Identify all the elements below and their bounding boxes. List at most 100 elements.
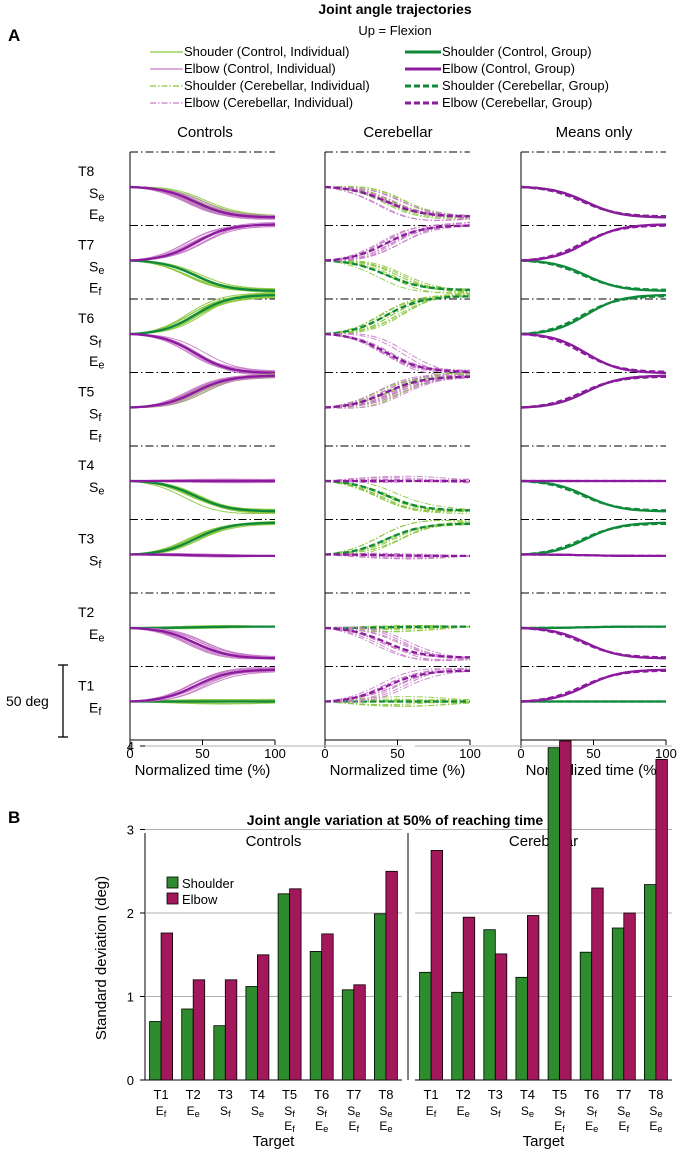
shoulder-bar bbox=[419, 971, 432, 1081]
bar-category-label: T3 bbox=[488, 1087, 503, 1102]
shoulder-cerebellar-mean bbox=[324, 295, 471, 336]
x-tick-label: 0 bbox=[126, 746, 133, 761]
elbow-cerebellar-mean bbox=[520, 669, 666, 703]
shoulder-individual-trace bbox=[129, 376, 276, 408]
elbow-individual-trace bbox=[324, 627, 471, 658]
elbow-control-mean bbox=[129, 626, 275, 660]
shoulder-individual-trace bbox=[129, 480, 275, 510]
bar-category-label: T8 bbox=[648, 1087, 663, 1102]
elbow-individual-trace bbox=[129, 333, 276, 372]
scale-bar: 50 deg bbox=[6, 664, 68, 738]
bar-category-code: Se bbox=[379, 1104, 392, 1119]
bar-category-label: T8 bbox=[378, 1087, 393, 1102]
y-tick-label: 0 bbox=[127, 1073, 134, 1088]
shoulder-individual-trace bbox=[129, 260, 276, 290]
legend-label-shoulder: Shoulder bbox=[182, 876, 235, 891]
row-target-label: T3 bbox=[78, 531, 95, 547]
shoulder-individual-trace bbox=[129, 523, 275, 555]
elbow-individual-trace bbox=[129, 186, 276, 218]
shoulder-individual-trace bbox=[129, 524, 275, 555]
row-joint-code: Ef bbox=[89, 427, 102, 446]
elbow-individual-trace bbox=[129, 333, 276, 374]
shoulder-individual-trace bbox=[129, 480, 276, 512]
elbow-cerebellar-mean bbox=[520, 224, 667, 262]
row-joint-code: Se bbox=[89, 259, 104, 278]
elbow-cerebellar-mean bbox=[520, 375, 666, 409]
x-tick-label: 50 bbox=[390, 746, 404, 761]
shoulder-bar bbox=[644, 884, 657, 1081]
elbow-individual-trace bbox=[324, 374, 471, 408]
x-axis-title: Normalized time (%) bbox=[330, 762, 466, 779]
elbow-individual-trace bbox=[324, 222, 471, 261]
y-tick-label: 1 bbox=[127, 990, 134, 1005]
shoulder-individual-trace bbox=[324, 480, 471, 512]
elbow-bar bbox=[430, 850, 444, 1081]
shoulder-individual-trace bbox=[325, 294, 471, 335]
shoulder-individual-trace bbox=[324, 480, 471, 512]
shoulder-bar bbox=[579, 951, 593, 1081]
shoulder-individual-trace bbox=[324, 186, 471, 218]
elbow-individual-trace bbox=[129, 333, 276, 373]
bar-category-label: T2 bbox=[456, 1087, 471, 1102]
elbow-bar bbox=[321, 933, 334, 1081]
elbow-cerebellar-mean bbox=[520, 626, 666, 659]
elbow-individual-trace bbox=[129, 186, 276, 218]
legend-label: Elbow (Control, Group) bbox=[442, 61, 575, 76]
elbow-cerebellar-mean bbox=[521, 553, 666, 558]
shoulder-individual-trace bbox=[129, 296, 276, 335]
shoulder-individual-trace bbox=[129, 186, 275, 218]
elbow-individual-trace bbox=[129, 627, 276, 658]
bar-category-code: Ee bbox=[379, 1119, 392, 1134]
shoulder-individual-trace bbox=[324, 521, 471, 555]
shoulder-individual-trace bbox=[324, 294, 471, 335]
elbow-individual-trace bbox=[129, 333, 276, 373]
elbow-individual-trace bbox=[324, 554, 471, 559]
bar-category-code: Sf bbox=[586, 1104, 597, 1119]
shoulder-individual-trace bbox=[324, 186, 471, 218]
row-target-label: T7 bbox=[78, 237, 95, 253]
bar-category-code: Ee bbox=[457, 1104, 470, 1119]
elbow-control-mean bbox=[129, 332, 276, 375]
row-target-label: T5 bbox=[78, 384, 95, 400]
shoulder-individual-trace bbox=[324, 480, 471, 512]
elbow-individual-trace bbox=[324, 333, 471, 377]
elbow-individual-trace bbox=[324, 225, 470, 261]
elbow-individual-trace bbox=[324, 333, 471, 371]
elbow-cerebellar-mean bbox=[324, 332, 471, 373]
bar-category-code: Se bbox=[521, 1104, 534, 1119]
shoulder-cerebellar-mean bbox=[520, 375, 666, 409]
elbow-bar bbox=[256, 954, 270, 1081]
elbow-individual-trace bbox=[324, 627, 471, 661]
row-joint-code: Se bbox=[89, 479, 104, 498]
elbow-individual-trace bbox=[324, 333, 471, 372]
shoulder-individual-trace bbox=[130, 186, 276, 216]
elbow-individual-trace bbox=[324, 670, 471, 702]
shoulder-bar bbox=[611, 927, 625, 1081]
x-tick-label: 0 bbox=[517, 746, 524, 761]
legend-label: Elbow (Cerebellar, Individual) bbox=[184, 95, 353, 110]
shoulder-control-mean bbox=[129, 259, 275, 292]
shoulder-cerebellar-mean bbox=[520, 295, 667, 336]
legend-swatch-shoulder bbox=[166, 876, 179, 889]
bar-category-code: Sf bbox=[316, 1104, 327, 1119]
shoulder-individual-trace bbox=[324, 185, 471, 220]
legend-label: Elbow (Cerebellar, Group) bbox=[442, 95, 592, 110]
bar-category-code: Ee bbox=[187, 1104, 200, 1119]
elbow-individual-trace bbox=[324, 223, 471, 262]
x-tick-label: 50 bbox=[195, 746, 209, 761]
row-target-label: T8 bbox=[78, 163, 95, 179]
shoulder-individual-trace bbox=[129, 260, 276, 293]
elbow-bar bbox=[591, 887, 604, 1081]
bar-category-label: T6 bbox=[314, 1087, 329, 1102]
elbow-individual-trace bbox=[324, 333, 470, 372]
elbow-bar bbox=[289, 888, 302, 1081]
shoulder-cerebellar-mean bbox=[324, 479, 470, 512]
shoulder-bar bbox=[245, 986, 258, 1081]
legend-label: Shoulder (Cerebellar, Individual) bbox=[184, 78, 370, 93]
column-title-cerebellar: Cerebellar bbox=[363, 124, 432, 141]
bar-charts: Joint angle variation at 50% of reaching… bbox=[93, 739, 672, 1150]
shoulder-individual-trace bbox=[129, 293, 276, 335]
shoulder-control-mean bbox=[520, 293, 667, 336]
row-joint-code: Ee bbox=[89, 206, 104, 225]
elbow-bar bbox=[353, 984, 366, 1081]
